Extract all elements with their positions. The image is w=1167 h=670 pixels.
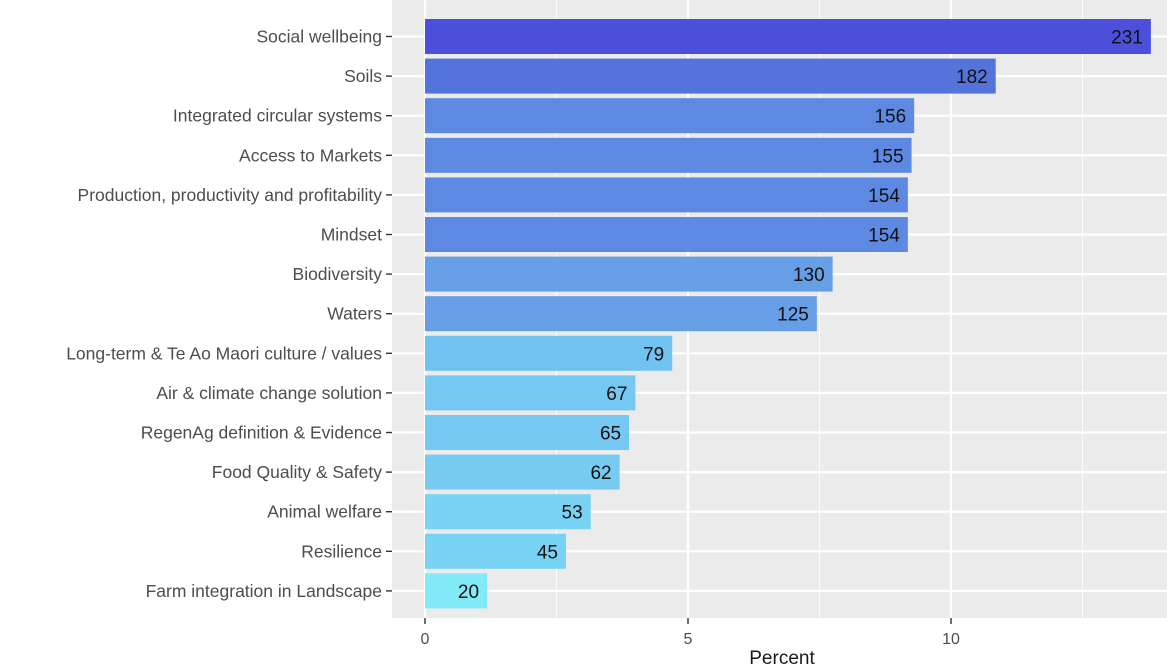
bar: [425, 296, 817, 332]
category-label: Mindset: [321, 225, 382, 245]
category-label: Soils: [344, 66, 382, 86]
bar-value-label: 182: [956, 67, 988, 88]
bar-value-label: 65: [600, 424, 621, 445]
category-label: Long-term & Te Ao Maori culture / values: [66, 343, 382, 363]
bar-value-label: 53: [562, 503, 583, 524]
bar: [425, 533, 566, 569]
category-label: Food Quality & Safety: [212, 462, 382, 482]
bar-value-label: 154: [868, 226, 900, 247]
bar-value-label: 231: [1111, 28, 1143, 49]
x-axis-title: Percent: [749, 648, 815, 669]
x-tick-label: 0: [421, 631, 430, 648]
category-label: RegenAg definition & Evidence: [141, 423, 382, 443]
category-label: Waters: [327, 304, 382, 324]
category-label: Production, productivity and profitabili…: [78, 185, 383, 205]
bar: [425, 98, 915, 134]
category-label: Air & climate change solution: [156, 383, 382, 403]
bars: [425, 19, 1151, 609]
bar: [425, 335, 673, 371]
bar: [425, 19, 1151, 54]
bar: [425, 217, 908, 252]
category-label: Resilience: [301, 541, 382, 561]
bar-value-label: 156: [874, 107, 906, 128]
bar: [425, 137, 912, 173]
bar: [425, 256, 833, 292]
category-label: Social wellbeing: [257, 27, 383, 47]
bar-value-label: 20: [458, 582, 479, 603]
bar-value-label: 45: [537, 542, 558, 563]
bar: [425, 375, 636, 411]
x-tick-label: 10: [942, 631, 960, 648]
bar-value-label: 130: [793, 265, 825, 286]
bar: [425, 494, 591, 530]
bar-value-label: 125: [777, 305, 809, 326]
bar: [425, 58, 996, 94]
bar-value-label: 79: [643, 344, 664, 365]
category-label: Animal welfare: [267, 502, 382, 522]
category-label: Access to Markets: [239, 145, 382, 165]
bar: [425, 454, 620, 490]
bar-value-label: 67: [606, 384, 627, 405]
x-tick-label: 5: [684, 631, 693, 648]
bar-value-label: 154: [868, 186, 900, 207]
bar: [425, 177, 908, 213]
category-label: Biodiversity: [293, 264, 383, 284]
bar-value-label: 62: [590, 463, 611, 484]
x-axis: 0 5 10: [421, 618, 960, 648]
bar: [425, 415, 630, 450]
category-label: Farm integration in Landscape: [146, 581, 382, 601]
category-label: Integrated circular systems: [173, 106, 382, 126]
bar: [425, 573, 488, 609]
bar-value-label: 155: [872, 146, 904, 167]
y-axis: Social wellbeing Soils Integrated circular…: [66, 27, 392, 601]
